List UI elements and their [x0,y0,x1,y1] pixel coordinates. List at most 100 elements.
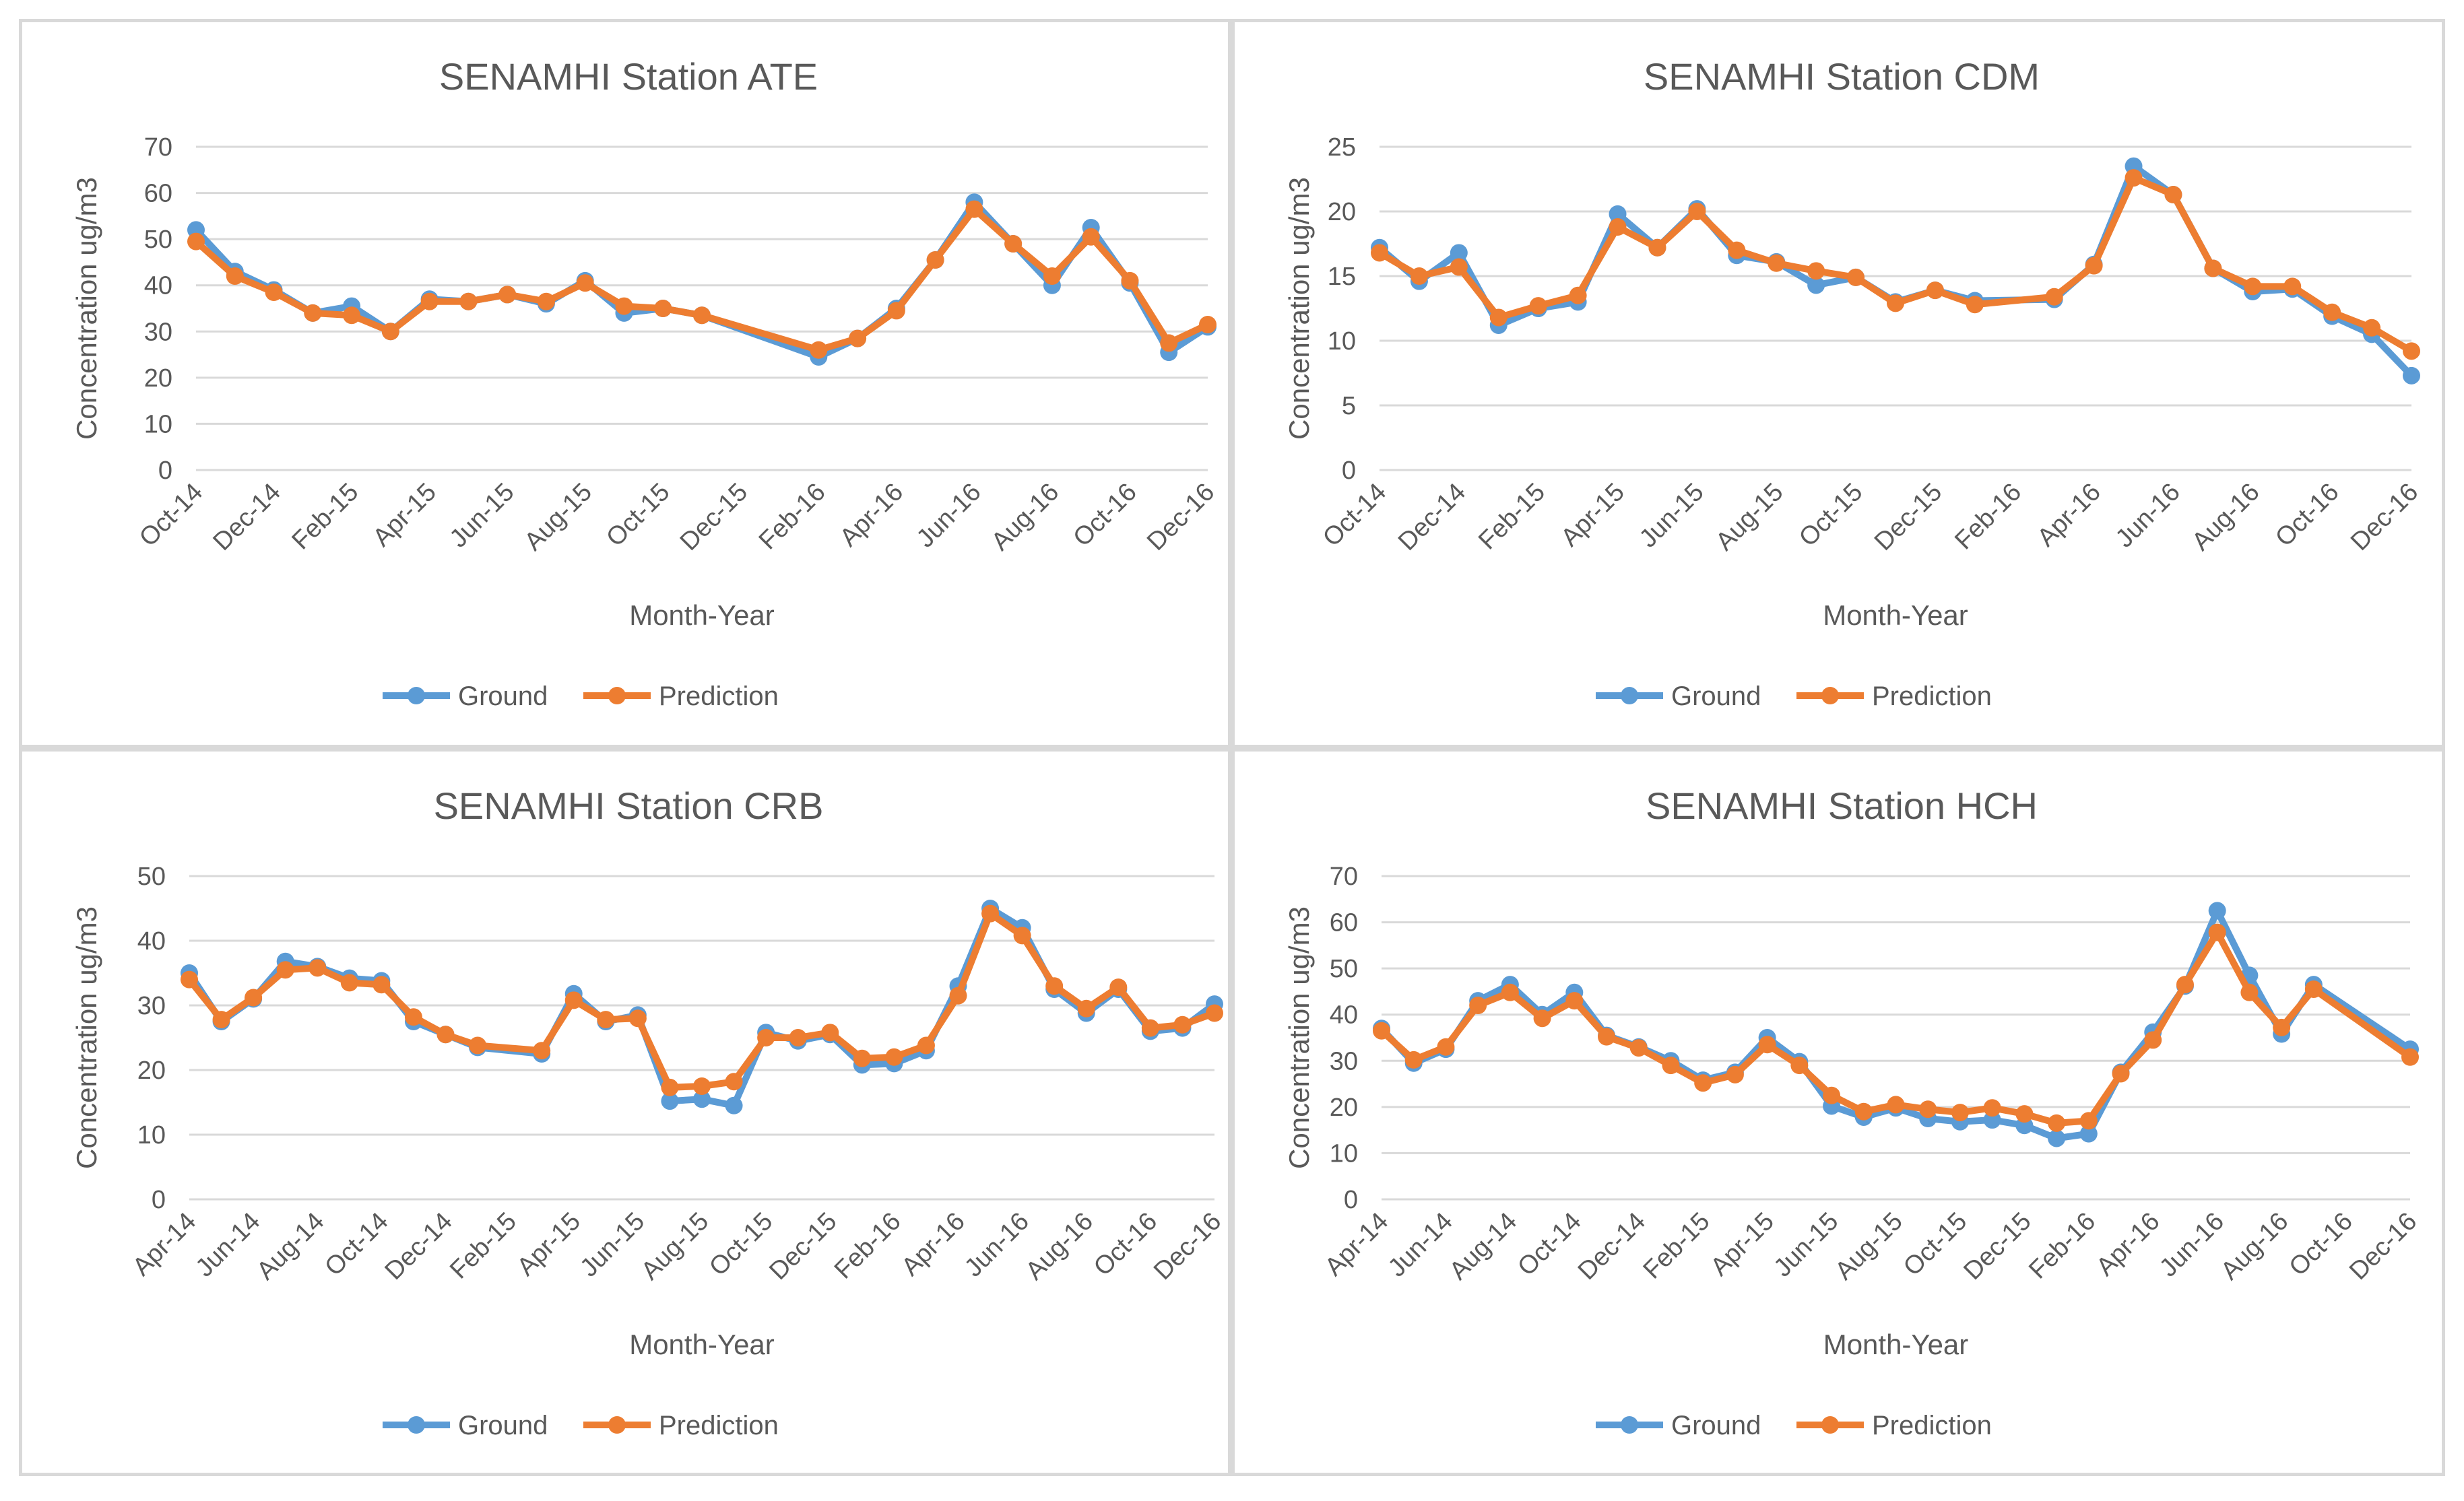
data-point-prediction [1807,262,1825,280]
y-tick-label: 20 [137,1057,166,1085]
x-tick-label: Dec-14 [1573,1207,1651,1286]
data-point-prediction [2363,319,2381,337]
data-point-prediction [2085,257,2103,275]
y-tick-label: 50 [144,226,172,254]
y-tick-label: 30 [137,992,166,1020]
chart-svg-hch: SENAMHI Station HCH 0 10 20 30 40 50 60 70 Apr-14… [1283,785,2422,1440]
data-point-prediction [2304,980,2323,998]
y-tick-label: 40 [137,927,166,956]
y-axis-label: Concentration ug/m3 [1283,906,1315,1169]
data-point-prediction [981,904,1000,923]
data-point-prediction [1173,1015,1192,1034]
x-tick-label: Oct-14 [1512,1207,1586,1281]
x-tick-label: Apr-15 [368,478,442,552]
data-point-prediction [1077,999,1095,1018]
y-axis-label: Concentration ug/m3 [71,906,102,1169]
data-point-ground [1609,205,1627,223]
legend-marker-ground [408,687,425,704]
x-tick-label: Apr-16 [835,478,909,552]
x-tick-label: Oct-16 [2270,478,2344,552]
x-tick-label: Jun-16 [2154,1207,2230,1283]
data-point-prediction [2045,288,2063,306]
legend-marker-ground [1621,1416,1638,1434]
x-tick-label: Feb-15 [1638,1207,1716,1285]
legend-label-ground: Ground [1671,681,1761,711]
x-tick-label: Apr-15 [1706,1207,1780,1281]
y-tick-label: 10 [1328,327,1356,356]
legend-label-prediction: Prediction [659,681,779,711]
x-tick-label: Feb-15 [445,1207,522,1285]
data-point-prediction [789,1029,807,1046]
x-tick-label: Aug-16 [1020,1207,1099,1286]
y-tick-label: 60 [144,180,172,208]
data-point-prediction [1373,1022,1390,1040]
x-tick-label: Feb-16 [1949,478,2027,556]
x-tick-label: Jun-16 [2110,478,2186,554]
data-point-prediction [1141,1019,1159,1037]
x-tick-label: Dec-15 [1869,478,1947,556]
data-point-prediction [372,976,391,994]
x-tick-label: Oct-15 [601,478,675,552]
data-point-prediction [725,1073,743,1091]
x-tick-label: Jun-14 [191,1207,266,1283]
data-point-prediction [2240,983,2259,1001]
data-point-prediction [1609,218,1627,236]
data-point-prediction [661,1078,679,1096]
y-tick-label: 15 [1328,263,1356,291]
chart-panel-hch: SENAMHI Station HCH 0 10 20 30 40 50 60 70 Apr-14… [1231,748,2445,1476]
y-tick-label: 25 [1328,133,1356,162]
data-point-prediction [2204,259,2222,277]
data-point-prediction [654,300,672,317]
chart-title: SENAMHI Station CRB [434,785,824,827]
y-tick-label: 5 [1342,392,1356,420]
chart-svg-crb: SENAMHI Station CRB01020304050Apr-14Jun-… [71,785,1227,1440]
data-point-prediction [276,961,294,979]
y-tick-label: 0 [1342,457,1356,485]
x-tick-label: Aug-15 [1710,478,1788,556]
series-line-ground [186,905,1218,1109]
data-point-prediction [2323,303,2341,321]
data-point-prediction [810,341,828,359]
data-point-ground [2208,902,2226,920]
data-point-prediction [1847,268,1865,286]
y-tick-label: 40 [1330,1001,1358,1030]
legend-marker-ground [1621,687,1638,704]
data-point-prediction [1919,1100,1937,1119]
data-point-prediction [2125,169,2143,187]
data-point-ground [693,1090,711,1108]
x-tick-label: Jun-15 [575,1207,650,1283]
x-tick-label: Feb-15 [287,478,364,556]
legend-label-ground: Ground [458,1411,548,1440]
data-point-prediction [1045,977,1064,995]
y-axis-label: Concentration ug/m3 [1283,177,1315,440]
data-point-prediction [757,1029,775,1046]
data-point-prediction [1501,983,1519,1001]
legend-marker-ground [408,1416,425,1434]
data-point-prediction [1983,1099,2001,1117]
data-point-prediction [965,200,983,218]
data-point-prediction [1728,241,1746,259]
legend-marker-prediction [1821,687,1839,704]
y-tick-label: 20 [144,364,172,393]
x-tick-label: Aug-14 [1444,1207,1522,1286]
x-tick-label: Dec-16 [1148,1207,1227,1286]
chart-panel-crb: SENAMHI Station CRB 0 10 20 30 40 50 Apr-14 Jun-… [19,748,1231,1476]
data-point-prediction [212,1011,230,1029]
data-point-prediction [917,1036,935,1055]
data-point-prediction [537,292,555,310]
x-tick-label: Jun-14 [1383,1207,1458,1283]
chart-title: SENAMHI Station CDM [1644,55,2040,98]
x-tick-label: Apr-15 [1556,478,1630,552]
series-line-prediction [1376,174,2415,355]
data-point-prediction [340,974,358,992]
data-point-prediction [564,991,583,1009]
data-point-prediction [597,1011,615,1029]
x-tick-label: Apr-16 [2091,1207,2165,1281]
data-point-prediction [2079,1112,2098,1130]
data-point-prediction [853,1049,871,1067]
data-point-prediction [2164,186,2182,204]
series-line-prediction [186,910,1218,1091]
data-point-prediction [404,1008,422,1026]
x-tick-label: Feb-15 [1473,478,1551,556]
legend-marker-prediction [608,687,626,704]
